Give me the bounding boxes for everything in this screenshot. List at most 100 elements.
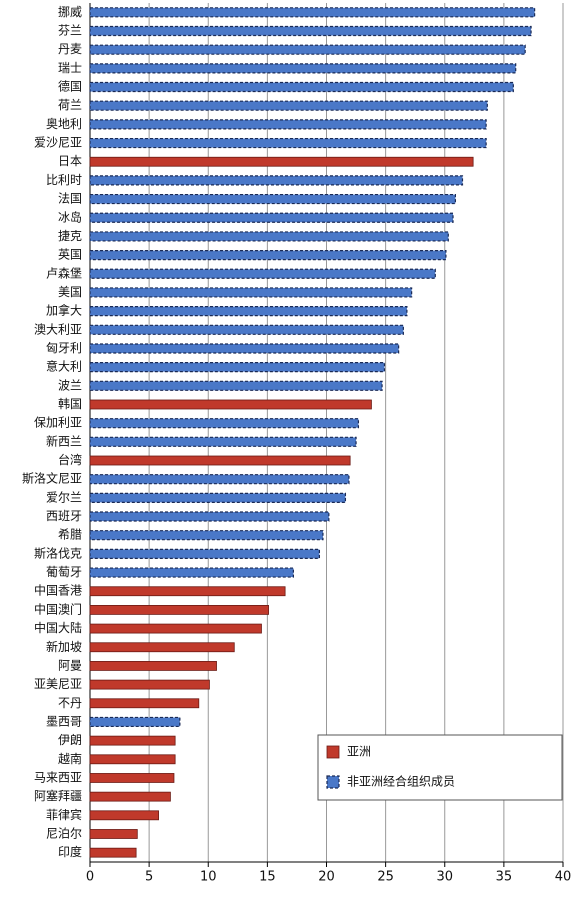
bar [89, 175, 464, 186]
bar [89, 492, 347, 503]
bar [89, 231, 449, 242]
y-tick-label: 新加坡 [46, 639, 82, 654]
y-tick-label: 匈牙利 [46, 341, 82, 355]
y-tick-label: 澳大利亚 [34, 322, 82, 336]
y-tick-label: 法国 [58, 192, 82, 206]
x-tick-label: 5 [145, 870, 153, 885]
y-tick-label: 韩国 [58, 396, 82, 411]
bar [89, 530, 324, 541]
y-tick-label: 希腊 [58, 527, 82, 542]
y-tick-label: 墨西哥 [46, 714, 82, 728]
x-tick-label: 15 [259, 870, 276, 885]
bar [89, 324, 404, 335]
y-tick-label: 丹麦 [58, 42, 82, 56]
x-tick-label: 30 [436, 870, 453, 885]
y-tick-label: 斯洛伐克 [34, 545, 82, 560]
bar [89, 735, 176, 746]
bar [89, 156, 474, 167]
bar [89, 810, 159, 821]
y-tick-label: 瑞士 [58, 61, 82, 75]
bar [89, 362, 386, 373]
y-tick-label: 尼泊尔 [46, 825, 82, 840]
y-tick-label: 伊朗 [58, 733, 82, 747]
bar [89, 25, 532, 37]
y-tick-label: 中国大陆 [34, 620, 82, 635]
y-tick-label: 波兰 [58, 378, 82, 392]
x-tick-label: 10 [200, 870, 217, 885]
y-tick-label: 加拿大 [46, 303, 82, 318]
y-tick-label: 爱尔兰 [46, 489, 82, 504]
y-tick-label: 爱沙尼亚 [34, 136, 82, 150]
y-tick-label: 越南 [58, 751, 82, 766]
y-tick-label: 印度 [58, 844, 82, 859]
bar [89, 698, 200, 709]
y-tick-label: 葡萄牙 [46, 565, 82, 579]
y-tick-label: 意大利 [46, 359, 82, 374]
y-tick-label: 中国香港 [34, 583, 82, 598]
bar [89, 754, 176, 765]
bar [89, 623, 262, 634]
bar [89, 791, 171, 802]
y-tick-label: 菲律宾 [46, 807, 82, 822]
bar [89, 306, 408, 317]
y-tick-label: 捷克 [58, 229, 82, 243]
bar [89, 380, 383, 391]
y-tick-label: 中国澳门 [34, 601, 82, 616]
legend-box [317, 734, 563, 801]
y-tick-label: 保加利亚 [34, 416, 82, 430]
bar [89, 661, 217, 671]
bar [89, 7, 536, 18]
y-tick-label: 冰岛 [58, 209, 82, 224]
x-tick-label: 20 [318, 870, 335, 885]
y-tick-label: 阿塞拜疆 [34, 788, 82, 803]
bar [89, 642, 235, 653]
y-tick-label: 美国 [58, 285, 82, 299]
bar [89, 586, 286, 597]
bar [89, 44, 526, 55]
y-tick-label: 台湾 [58, 452, 82, 467]
y-tick-label: 英国 [58, 248, 82, 262]
y-tick-label: 比利时 [46, 173, 82, 187]
bar [89, 119, 487, 130]
bar [89, 605, 269, 615]
bar [89, 81, 514, 93]
legend-swatch [326, 775, 340, 789]
bar [89, 399, 372, 410]
y-tick-label: 不丹 [58, 696, 82, 710]
y-tick-label: 新西兰 [46, 433, 82, 448]
legend-label: 非亚洲经合组织成员 [347, 774, 455, 789]
bar [89, 716, 181, 728]
bar [89, 418, 360, 429]
bar [89, 847, 137, 858]
bar [89, 455, 351, 466]
y-tick-label: 挪威 [58, 5, 82, 19]
bar [89, 212, 454, 223]
bar [89, 63, 517, 74]
y-tick-label: 日本 [58, 154, 82, 168]
bar [89, 436, 357, 447]
x-tick-label: 40 [555, 870, 572, 885]
y-tick-label: 亚美尼亚 [34, 677, 82, 691]
y-tick-label: 阿曼 [58, 658, 82, 672]
y-tick-label: 西班牙 [46, 509, 82, 523]
y-tick-label: 马来西亚 [34, 770, 82, 784]
legend-label: 亚洲 [347, 745, 371, 759]
bar [89, 100, 488, 111]
bar [89, 287, 413, 298]
x-tick-label: 0 [86, 870, 94, 885]
bar [89, 193, 456, 205]
x-tick-label: 35 [496, 870, 513, 885]
y-tick-label: 德国 [58, 79, 82, 94]
bar [89, 548, 321, 559]
bar [89, 268, 436, 279]
bar [89, 249, 447, 261]
y-tick-label: 芬兰 [58, 24, 82, 38]
x-tick-label: 25 [377, 870, 394, 885]
bar [89, 773, 175, 783]
y-tick-label: 荷兰 [58, 98, 82, 112]
y-tick-label: 卢森堡 [46, 265, 82, 280]
bar [89, 511, 330, 522]
bar [89, 137, 487, 149]
y-tick-label: 斯洛文尼亚 [22, 471, 82, 486]
